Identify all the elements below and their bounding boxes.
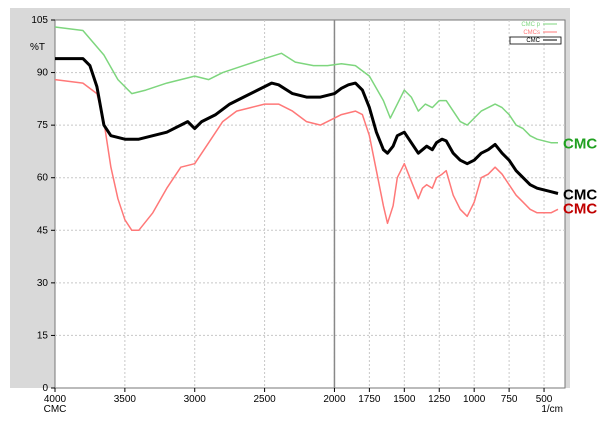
y-tick-label: 15 <box>37 330 49 341</box>
y-tick-label: 75 <box>37 120 49 131</box>
legend-entry-label: CMC p <box>521 22 540 28</box>
x-tick-label: 2500 <box>253 394 276 405</box>
y-tick-label: 0 <box>42 383 48 394</box>
x-tick-label: 750 <box>501 394 518 405</box>
x-tick-label: 1000 <box>463 394 486 405</box>
y-tick-label: 45 <box>37 225 49 236</box>
series-line-2 <box>55 57 559 195</box>
y-tick-label: 90 <box>37 68 49 79</box>
series-lines <box>54 26 559 232</box>
x-tick-label: 1750 <box>358 394 381 405</box>
plot-area <box>54 19 566 389</box>
x-tick-label: 3500 <box>114 394 137 405</box>
x-tick-label: 1250 <box>428 394 451 405</box>
series-side-label: CMC <box>563 186 597 203</box>
legend: CMC p CMCs CMC <box>509 22 562 45</box>
y-tick-label: 60 <box>37 173 49 184</box>
series-side-label: CMC <box>563 136 597 153</box>
plot-background <box>54 19 566 389</box>
x-tick-label: 1500 <box>393 394 416 405</box>
x-tick-label: 500 <box>536 394 553 405</box>
series-line-0 <box>54 26 558 144</box>
legend-entry-label: CMC <box>526 38 540 44</box>
axes: 0 15 30 45 60 75 90 105 %T 4000 3500 3000 2500 2000 17… <box>30 15 563 415</box>
y-axis-label: %T <box>30 42 45 53</box>
legend-highlight-box <box>509 36 562 45</box>
series-line-1 <box>54 78 559 232</box>
y-tick-label: 105 <box>31 15 48 26</box>
x-tick-label: 2000 <box>323 394 346 405</box>
x-tick-label: 4000 <box>44 394 67 405</box>
x-axis-unit-label: 1/cm <box>541 404 563 415</box>
y-tick-label: 30 <box>37 278 49 289</box>
legend-entry-label: CMCs <box>523 30 540 36</box>
x-tick-label: 3000 <box>184 394 207 405</box>
series-side-label: CMC <box>563 200 597 217</box>
x-axis-left-label: CMC <box>44 404 67 415</box>
